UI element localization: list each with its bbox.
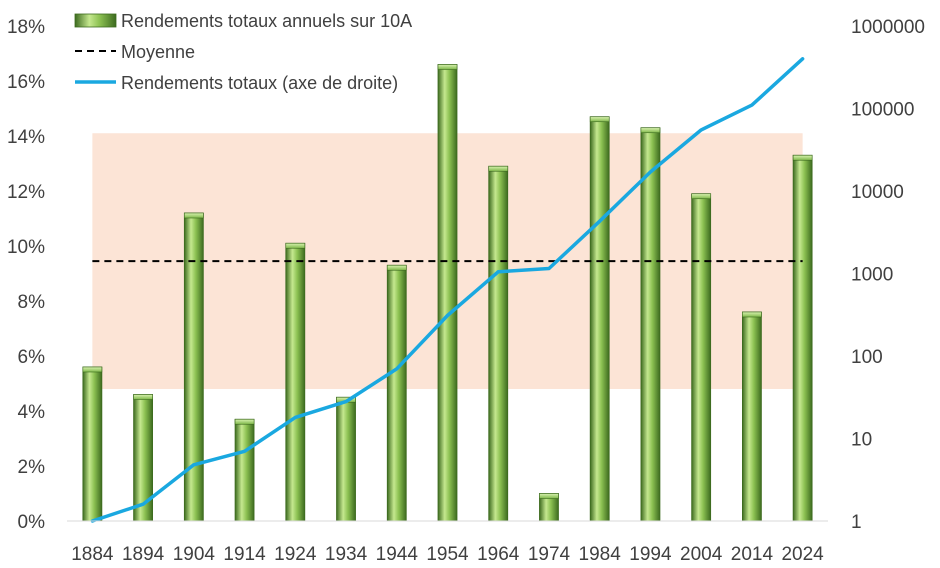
bar-cap xyxy=(437,64,458,70)
legend-swatch-bars xyxy=(74,13,117,28)
x-tick-label: 1924 xyxy=(274,544,317,565)
y-left-tick-label: 2% xyxy=(18,457,46,478)
x-tick-label: 1984 xyxy=(579,544,622,565)
bar-cap xyxy=(285,242,306,249)
bar-1934 xyxy=(336,396,356,522)
x-tick-label: 1884 xyxy=(71,544,114,565)
legend-label-mean: Moyenne xyxy=(121,42,195,62)
bar-cap xyxy=(488,165,509,172)
bar-1914 xyxy=(234,418,255,522)
y-left-tick-label: 4% xyxy=(18,402,46,423)
x-tick-label: 1944 xyxy=(376,544,419,565)
bar-cap xyxy=(184,212,204,219)
bar-body xyxy=(640,127,661,522)
bar-1904 xyxy=(183,212,204,522)
y-left-tick-label: 14% xyxy=(7,127,45,148)
bar-cap xyxy=(386,264,407,271)
bar-body xyxy=(386,264,407,522)
bar-body xyxy=(82,366,103,522)
y-right-tick-label: 10000 xyxy=(851,182,904,203)
bar-1954 xyxy=(437,64,458,522)
x-tick-label: 2014 xyxy=(731,544,774,565)
bar-1974 xyxy=(539,493,559,522)
bar-cap xyxy=(792,154,813,161)
line-series-layer xyxy=(90,57,805,523)
x-tick-label: 1904 xyxy=(173,544,216,565)
y-right-tick-label: 1000 xyxy=(851,265,893,286)
bar-body xyxy=(285,242,306,522)
bar-cap xyxy=(742,311,762,318)
bar-body xyxy=(792,154,813,522)
x-tick-label: 1954 xyxy=(426,544,469,565)
x-axis: 1884 1894 1904 1914 1924 1934 1944 1954 1964 1974… xyxy=(67,520,828,565)
bar-1924 xyxy=(285,242,306,522)
bar-body xyxy=(742,311,762,522)
legend-label-total: Rendements totaux (axe de droite) xyxy=(121,73,398,93)
x-tick-label: 1934 xyxy=(325,544,368,565)
y-right-tick-label: 1 xyxy=(851,512,862,533)
bar-body xyxy=(183,212,204,522)
bar-2004 xyxy=(691,193,712,522)
bar-cap xyxy=(133,394,153,400)
bar-cap xyxy=(589,116,610,123)
bar-cap xyxy=(539,493,559,499)
y-left-tick-label: 12% xyxy=(7,182,45,203)
x-tick-label: 1894 xyxy=(122,544,165,565)
bar-1994 xyxy=(640,127,661,522)
bar-cap xyxy=(640,127,661,134)
y-left-tick-label: 6% xyxy=(18,347,46,368)
y-left-tick-label: 18% xyxy=(7,17,45,38)
bar-1984 xyxy=(589,116,610,522)
bar-1944 xyxy=(386,264,407,522)
bar-body xyxy=(437,64,458,522)
bar-1964 xyxy=(488,165,509,522)
legend: Rendements totaux annuels sur 10A Moyenne… xyxy=(74,11,412,93)
y-axis-right: 1 10 100 1000 10000 100000 1000000 xyxy=(851,17,925,533)
y-right-tick-label: 100000 xyxy=(851,100,914,121)
y-right-tick-label: 10 xyxy=(851,430,872,451)
y-left-tick-label: 10% xyxy=(7,237,45,258)
legend-label-bars: Rendements totaux annuels sur 10A xyxy=(121,11,412,31)
x-tick-label: 2024 xyxy=(781,544,824,565)
bar-series xyxy=(82,64,813,522)
y-left-tick-label: 0% xyxy=(18,512,46,533)
total-returns-line xyxy=(90,57,805,523)
bar-1884 xyxy=(82,366,103,522)
y-right-tick-label: 1000000 xyxy=(851,17,925,38)
bar-body xyxy=(589,116,610,522)
x-tick-label: 1994 xyxy=(629,544,672,565)
x-tick-label: 1914 xyxy=(223,544,266,565)
x-tick-label: 2004 xyxy=(680,544,723,565)
y-axis-left: 0% 2% 4% 6% 8% 10% 12% 14% 16% 18% xyxy=(7,17,45,533)
bar-body xyxy=(691,193,712,522)
bar-body xyxy=(488,165,509,522)
bar-2014 xyxy=(742,311,762,522)
bar-cap xyxy=(82,366,103,373)
bar-cap xyxy=(691,193,711,200)
x-tick-label: 1964 xyxy=(477,544,520,565)
x-tick-label: 1974 xyxy=(528,544,571,565)
y-left-tick-label: 16% xyxy=(7,72,45,93)
y-right-tick-label: 100 xyxy=(851,347,883,368)
bar-body xyxy=(234,418,255,522)
y-left-tick-label: 8% xyxy=(18,292,46,313)
bar-2024 xyxy=(792,154,813,522)
bar-cap xyxy=(234,418,255,425)
bar-body xyxy=(336,396,356,522)
